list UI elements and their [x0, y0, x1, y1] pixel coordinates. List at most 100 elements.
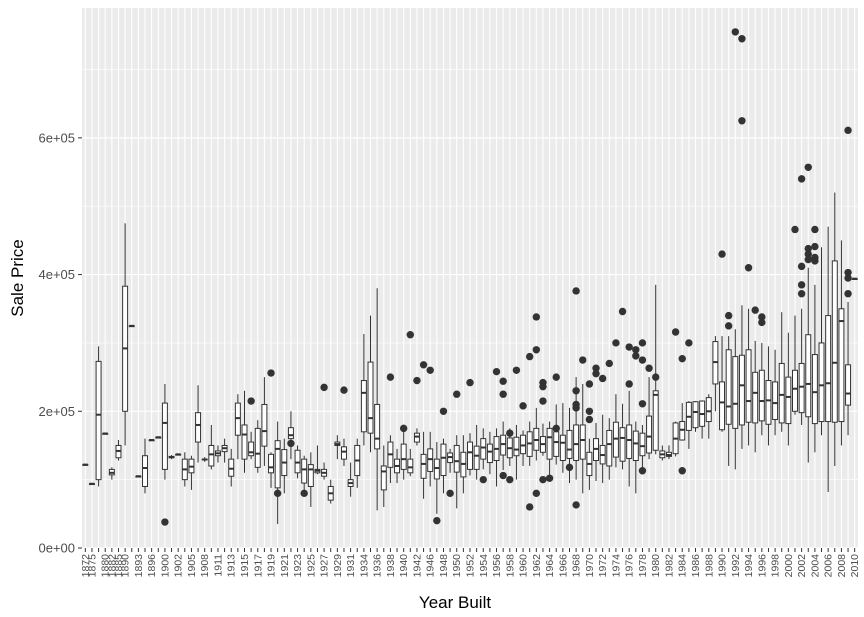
box-1914 [234, 394, 241, 460]
outlier-point [247, 397, 255, 405]
box-1902 [175, 453, 182, 456]
outlier-point [585, 380, 594, 388]
x-tick-label: 1964 [544, 554, 556, 578]
box-iqr [374, 403, 381, 450]
box-1971 [593, 422, 600, 482]
x-tick-label: 1954 [478, 554, 490, 578]
box-1968 [573, 377, 580, 480]
box-iqr [639, 432, 646, 457]
outlier-point [758, 313, 766, 321]
x-tick-label: 1990 [717, 554, 729, 578]
box-1935 [367, 315, 374, 453]
box-1934 [360, 334, 367, 446]
box-1931 [347, 462, 354, 497]
outlier-point [744, 264, 753, 272]
x-tick-label: 1925 [305, 554, 317, 578]
x-tick-label: 1946 [425, 554, 437, 578]
box-iqr [440, 443, 447, 477]
box-iqr [307, 464, 314, 487]
outlier-point [426, 366, 434, 374]
x-tick-label: 1880 [100, 554, 112, 578]
box-iqr [573, 424, 580, 462]
box-iqr [367, 361, 374, 434]
outlier-point [525, 352, 534, 361]
outlier-point [267, 369, 275, 377]
box-1946 [427, 431, 434, 487]
box-1960 [520, 430, 527, 466]
box-1952 [467, 433, 473, 476]
box-iqr [420, 453, 427, 479]
box-1991 [725, 336, 732, 466]
outlier-point [446, 489, 454, 498]
outliers [161, 28, 852, 526]
box-1937 [380, 445, 387, 507]
x-tick-label: 1915 [239, 554, 251, 578]
outlier-point [632, 346, 640, 354]
box-1980 [652, 284, 659, 455]
box-iqr [725, 349, 732, 425]
outlier-point [724, 311, 733, 320]
outlier-point [273, 489, 282, 498]
box-1996 [758, 342, 765, 436]
x-tick-label: 1900 [159, 554, 171, 578]
box-1939 [394, 448, 401, 484]
box-1981 [659, 445, 666, 461]
outlier-point [572, 501, 580, 509]
outlier-point [797, 262, 806, 271]
x-tick-label: 1934 [358, 554, 370, 578]
x-tick-label: 1994 [743, 554, 755, 578]
box-1921 [281, 438, 288, 494]
box-1995 [752, 340, 759, 453]
outlier-point [625, 343, 633, 351]
outlier-point [731, 28, 739, 36]
outlier-point [678, 354, 686, 363]
box-iqr [294, 449, 301, 474]
box-1910 [208, 424, 215, 470]
box-1985 [685, 401, 692, 449]
box-1989 [712, 336, 719, 412]
outlier-point [811, 257, 819, 265]
box-1987 [699, 400, 706, 439]
box-1978 [639, 424, 646, 468]
outlier-point [724, 322, 733, 330]
box-iqr [559, 434, 566, 462]
outlier-point [678, 467, 686, 475]
x-tick-label: 1890 [120, 554, 132, 578]
box-1913 [228, 448, 235, 487]
outlier-point [492, 367, 501, 376]
outlier-point [539, 382, 547, 391]
box-1885 [115, 440, 122, 461]
box-iqr [453, 444, 460, 473]
box-1932 [354, 438, 361, 488]
box-1945 [420, 431, 427, 499]
box-1949 [447, 448, 454, 473]
x-tick-label: 1940 [398, 554, 410, 578]
outlier-point [804, 163, 812, 171]
x-tick-label: 1962 [531, 554, 543, 578]
box-iqr [805, 334, 812, 418]
box-1954 [480, 428, 487, 470]
x-tick-label: 1950 [451, 554, 463, 578]
outlier-point [545, 474, 554, 482]
box-1916 [248, 431, 255, 460]
box-1919 [268, 452, 275, 488]
box-1942 [413, 428, 420, 446]
x-tick-label: 1919 [266, 554, 278, 578]
outlier-point [532, 313, 541, 321]
box-1901 [168, 455, 175, 460]
outlier-point [572, 387, 580, 395]
box-iqr [142, 455, 148, 487]
box-iqr [626, 424, 633, 459]
x-tick-label: 1978 [637, 554, 649, 578]
box-iqr [467, 441, 473, 470]
box-iqr [513, 436, 520, 457]
box-1959 [513, 424, 520, 480]
y-tick-label: 0e+00 [38, 541, 75, 556]
box-2005 [818, 247, 825, 436]
box-1962 [533, 407, 540, 461]
box-1975 [619, 403, 626, 470]
outlier-point [532, 346, 541, 354]
box-iqr [480, 438, 487, 460]
outlier-point [811, 225, 819, 234]
outlier-point [645, 364, 653, 372]
